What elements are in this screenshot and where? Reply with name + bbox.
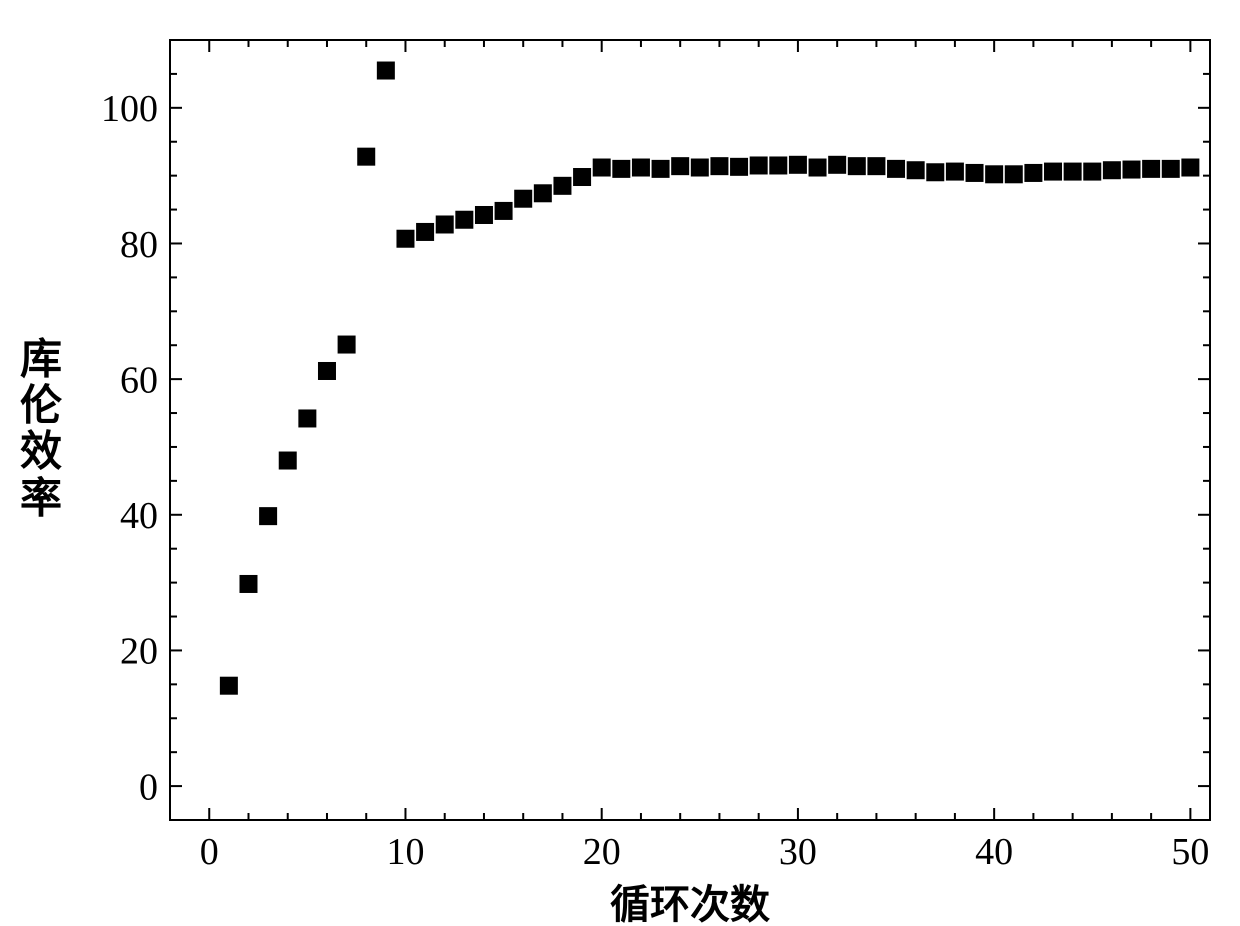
data-point xyxy=(946,163,964,181)
data-point xyxy=(1181,159,1199,177)
data-point xyxy=(1024,164,1042,182)
data-point xyxy=(534,184,552,202)
data-point xyxy=(436,215,454,233)
data-point xyxy=(769,156,787,174)
data-point xyxy=(495,202,513,220)
data-point xyxy=(809,159,827,177)
data-point xyxy=(416,223,434,241)
data-point xyxy=(455,211,473,229)
svg-text:80: 80 xyxy=(120,224,158,266)
data-point xyxy=(966,164,984,182)
data-point xyxy=(239,575,257,593)
svg-text:20: 20 xyxy=(583,831,621,873)
data-point xyxy=(1123,161,1141,179)
data-point xyxy=(573,168,591,186)
data-point xyxy=(396,230,414,248)
data-point xyxy=(828,156,846,174)
scatter-chart: 0 10 20 30 40 50 0 20 40 60 80 100 循环次数 xyxy=(0,0,1240,926)
data-point xyxy=(338,336,356,354)
data-point xyxy=(318,362,336,380)
data-point xyxy=(652,160,670,178)
svg-text:10: 10 xyxy=(386,831,424,873)
svg-text:50: 50 xyxy=(1171,831,1209,873)
data-point xyxy=(1142,160,1160,178)
data-point xyxy=(789,156,807,174)
data-point xyxy=(867,157,885,175)
data-point xyxy=(1103,161,1121,179)
svg-text:循环次数: 循环次数 xyxy=(610,882,770,926)
data-point xyxy=(907,161,925,179)
data-point xyxy=(553,177,571,195)
data-point xyxy=(848,157,866,175)
svg-text:100: 100 xyxy=(101,88,158,130)
data-point xyxy=(514,190,532,208)
svg-text:20: 20 xyxy=(120,631,158,673)
data-point xyxy=(887,160,905,178)
svg-text:0: 0 xyxy=(200,831,219,873)
data-point xyxy=(1044,163,1062,181)
data-point xyxy=(593,159,611,177)
svg-text:30: 30 xyxy=(779,831,817,873)
data-point xyxy=(1005,165,1023,183)
data-point xyxy=(1083,163,1101,181)
data-point xyxy=(377,62,395,80)
chart-container: 0 10 20 30 40 50 0 20 40 60 80 100 循环次数 库伦效率 xyxy=(0,0,1240,926)
data-point xyxy=(1162,160,1180,178)
svg-text:60: 60 xyxy=(120,359,158,401)
data-point xyxy=(730,158,748,176)
data-point xyxy=(985,165,1003,183)
data-point xyxy=(750,156,768,174)
svg-text:40: 40 xyxy=(975,831,1013,873)
data-point xyxy=(710,157,728,175)
data-point xyxy=(1064,163,1082,181)
data-point xyxy=(671,157,689,175)
data-point xyxy=(475,206,493,224)
svg-text:40: 40 xyxy=(120,495,158,537)
data-point xyxy=(691,159,709,177)
svg-text:0: 0 xyxy=(139,766,158,808)
data-point xyxy=(298,409,316,427)
data-point xyxy=(220,677,238,695)
data-point xyxy=(259,507,277,525)
y-axis-label: 库伦效率 xyxy=(20,338,62,523)
data-point xyxy=(612,160,630,178)
data-point xyxy=(357,148,375,166)
data-point xyxy=(279,452,297,470)
data-point xyxy=(632,159,650,177)
data-point xyxy=(926,163,944,181)
